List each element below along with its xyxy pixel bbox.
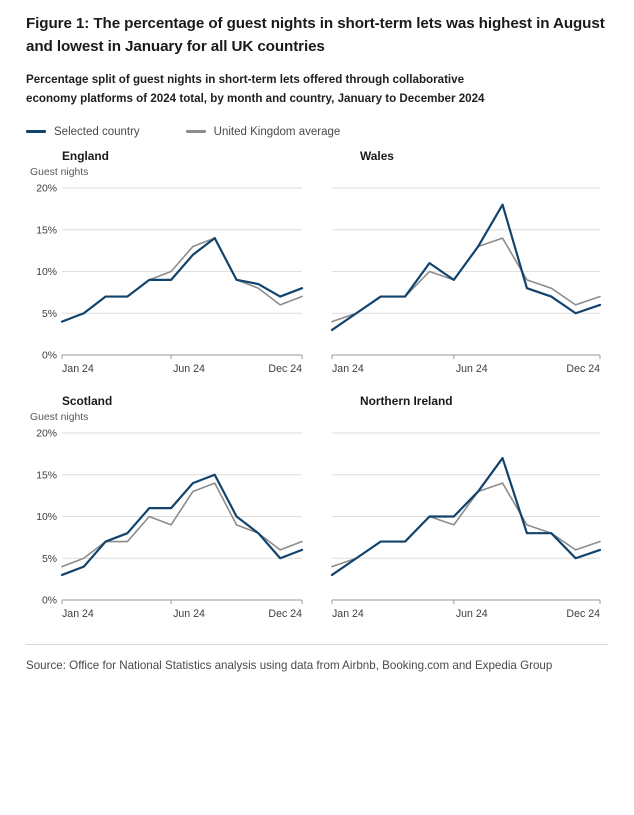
- chart-panel-grid: England Guest nights 0% 5% 10% 15% 20% Jan 24…: [26, 148, 608, 630]
- page-title: Figure 1: The percentage of guest nights…: [26, 15, 605, 56]
- y-axis-tick-label: 15%: [36, 225, 57, 236]
- series-line-uk-average: [331, 482, 601, 568]
- panel-title-england: England: [62, 148, 109, 163]
- y-axis-tick-label: 5%: [42, 554, 57, 565]
- plot-area-wales: Jan 24 Jun 24 Dec 24: [324, 180, 608, 385]
- y-axis-tick-label: 10%: [36, 512, 57, 523]
- x-axis-tick-label: Dec 24: [268, 363, 302, 375]
- chart-panel-wales: Wales Jan 24 Jun 24 Dec 24: [324, 148, 608, 385]
- x-axis-tick-label: Dec 24: [566, 363, 600, 375]
- x-axis-tick-label: Jun 24: [173, 608, 205, 620]
- x-axis-tick-label: Dec 24: [566, 608, 600, 620]
- y-axis-title-england: Guest nights: [30, 166, 89, 178]
- panel-title-northern-ireland: Northern Ireland: [360, 393, 453, 408]
- y-axis-tick-label: 0%: [42, 350, 57, 361]
- y-axis-tick-label: 20%: [36, 428, 57, 439]
- y-axis-tick-label: 10%: [36, 267, 57, 278]
- series-line-selected-country: [60, 473, 304, 576]
- series-line-selected-country: [330, 203, 602, 331]
- series-line-uk-average: [331, 237, 601, 323]
- legend-item-uk-average: United Kingdom average: [185, 125, 341, 138]
- legend-label-selected-country: Selected country: [54, 125, 140, 138]
- y-axis-tick-label: 20%: [36, 183, 57, 194]
- chart-panel-england: England Guest nights 0% 5% 10% 15% 20% Jan 24…: [26, 148, 310, 385]
- plot-area-scotland: 0% 5% 10% 15% 20% Jan 24 Jun 24 Dec 24: [26, 425, 310, 630]
- panel-title-wales: Wales: [360, 148, 394, 163]
- chart-panel-northern-ireland: Northern Ireland Jan 24 Jun 24 Dec 24: [324, 393, 608, 630]
- series-line-uk-average: [61, 237, 303, 323]
- source-note: Source: Office for National Statistics a…: [26, 658, 553, 672]
- legend-swatch-uk-average: [185, 130, 206, 134]
- x-axis-tick-label: Jan 24: [332, 608, 364, 620]
- series-line-selected-country: [330, 456, 602, 576]
- y-axis-tick-label: 15%: [36, 470, 57, 481]
- legend-label-uk-average: United Kingdom average: [213, 125, 341, 138]
- figure-subtitle: Percentage split of guest nights in shor…: [26, 73, 485, 105]
- source-divider: [26, 643, 608, 645]
- panel-title-scotland: Scotland: [62, 393, 113, 408]
- legend-swatch-selected-country: [26, 130, 46, 134]
- y-axis-tick-label: 0%: [42, 595, 57, 606]
- y-axis-title-scotland: Guest nights: [30, 411, 89, 423]
- plot-area-northern-ireland: Jan 24 Jun 24 Dec 24: [324, 425, 608, 630]
- y-axis-tick-label: 5%: [42, 309, 57, 320]
- x-axis-tick-label: Jan 24: [62, 363, 94, 375]
- x-axis-tick-label: Dec 24: [268, 608, 302, 620]
- series-line-selected-country: [60, 236, 304, 323]
- x-axis-tick-label: Jan 24: [62, 608, 94, 620]
- chart-panel-scotland: Scotland Guest nights 0% 5% 10% 15% 20% Jan 2…: [26, 393, 310, 630]
- x-axis-tick-label: Jan 24: [332, 363, 364, 375]
- plot-area-england: 0% 5% 10% 15% 20% Jan 24 Jun 24 Dec 24: [26, 180, 310, 385]
- x-axis-tick-label: Jun 24: [173, 363, 205, 375]
- x-axis-tick-label: Jun 24: [456, 363, 488, 375]
- chart-legend: Selected country United Kingdom average: [26, 124, 608, 140]
- x-axis-tick-label: Jun 24: [456, 608, 488, 620]
- legend-item-selected-country: Selected country: [26, 126, 140, 138]
